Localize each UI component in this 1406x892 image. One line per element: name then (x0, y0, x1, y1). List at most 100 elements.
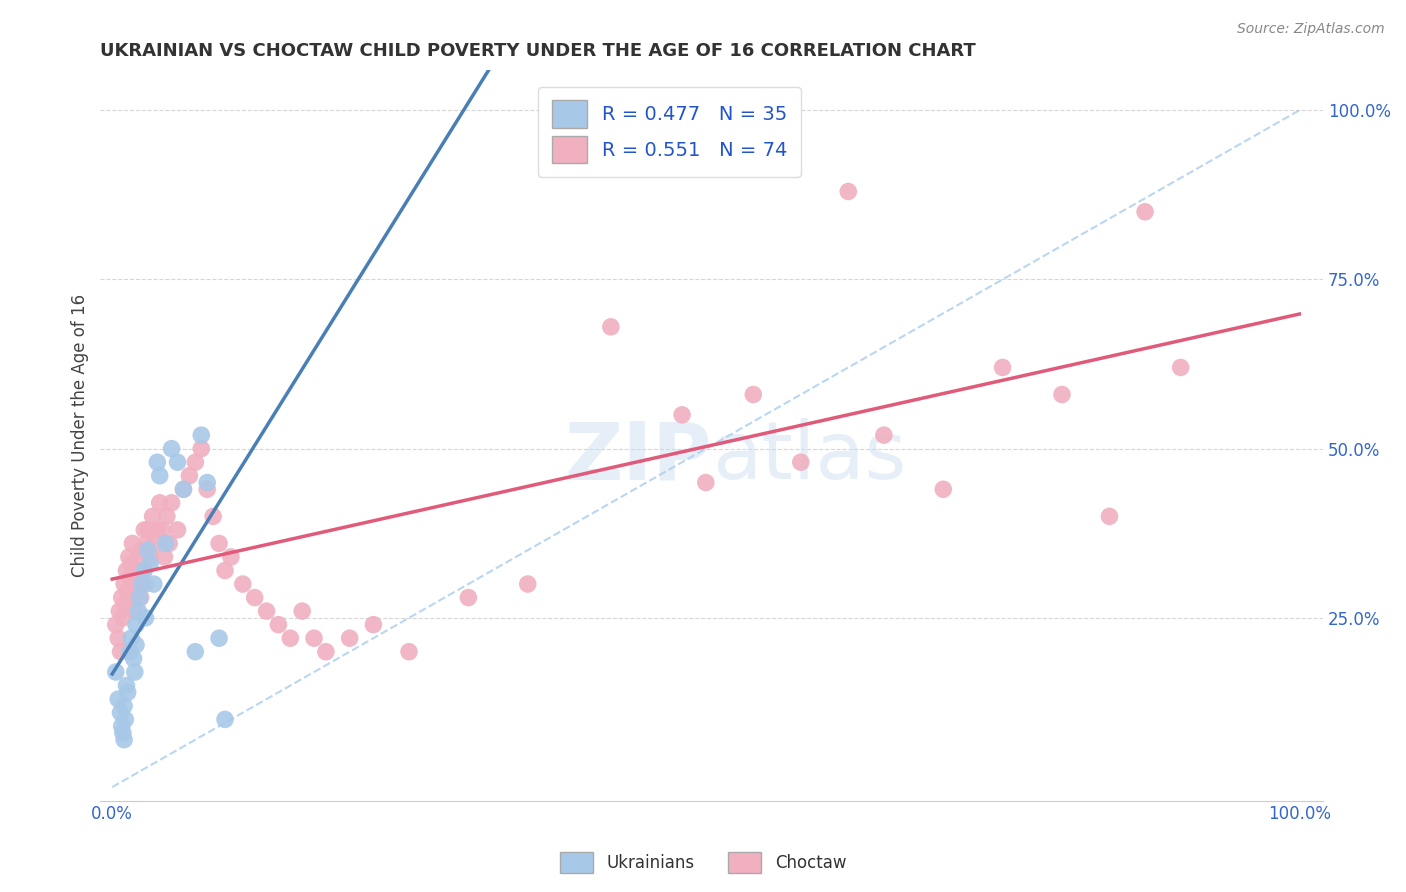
Point (107, 692, 129, 706)
Point (190, 428, 212, 442)
Point (111, 719, 134, 733)
Point (671, 408, 693, 422)
Point (160, 442, 183, 456)
Point (108, 604, 131, 618)
Point (111, 591, 134, 605)
Point (128, 591, 150, 605)
Point (1133, 204, 1156, 219)
Point (166, 455, 188, 469)
Point (991, 360, 1014, 375)
Point (363, 617, 385, 632)
Point (139, 549, 162, 564)
Point (124, 665, 146, 679)
Point (131, 543, 153, 558)
Point (143, 536, 166, 550)
Point (157, 536, 180, 550)
Point (117, 685, 139, 699)
Point (134, 611, 156, 625)
Point (127, 577, 149, 591)
Point (214, 713, 236, 727)
Point (599, 319, 621, 334)
Point (1170, 360, 1192, 375)
Point (118, 645, 141, 659)
Point (179, 468, 201, 483)
Point (155, 536, 177, 550)
Point (114, 713, 136, 727)
Point (134, 577, 156, 591)
Point (125, 638, 148, 652)
Point (208, 536, 231, 550)
Point (166, 523, 188, 537)
Point (1050, 387, 1073, 401)
Point (118, 549, 141, 564)
Point (112, 732, 135, 747)
Point (118, 570, 141, 584)
Point (160, 496, 183, 510)
Point (122, 591, 145, 605)
Point (837, 185, 859, 199)
Point (184, 455, 207, 469)
Point (136, 543, 159, 558)
Point (131, 577, 153, 591)
Point (122, 651, 145, 665)
Point (135, 536, 157, 550)
Point (742, 387, 765, 401)
Point (195, 483, 218, 497)
Text: atlas: atlas (711, 418, 905, 496)
Point (339, 631, 361, 645)
Point (134, 523, 156, 537)
Point (112, 698, 135, 713)
Point (117, 583, 139, 598)
Point (315, 645, 337, 659)
Point (695, 475, 717, 490)
Point (1098, 509, 1121, 524)
Point (172, 483, 194, 497)
Point (172, 483, 194, 497)
Point (112, 577, 135, 591)
Point (190, 442, 212, 456)
Point (142, 509, 165, 524)
Point (136, 523, 159, 537)
Legend: Ukrainians, Choctaw: Ukrainians, Choctaw (553, 846, 853, 880)
Point (932, 483, 955, 497)
Point (125, 564, 148, 578)
Point (129, 591, 152, 605)
Point (267, 617, 290, 632)
Point (302, 631, 325, 645)
Point (195, 475, 218, 490)
Point (398, 645, 420, 659)
Point (219, 549, 242, 564)
Point (120, 631, 142, 645)
Point (214, 564, 236, 578)
Point (790, 455, 813, 469)
Point (146, 455, 169, 469)
Text: Source: ZipAtlas.com: Source: ZipAtlas.com (1237, 22, 1385, 37)
Point (132, 564, 155, 578)
Point (114, 598, 136, 612)
Point (111, 726, 134, 740)
Point (111, 611, 134, 625)
Point (149, 468, 172, 483)
Point (243, 591, 266, 605)
Point (110, 706, 132, 720)
Point (127, 604, 149, 618)
Point (256, 604, 278, 618)
Point (184, 645, 207, 659)
Point (516, 577, 538, 591)
Legend: R = 0.477   N = 35, R = 0.551   N = 74: R = 0.477 N = 35, R = 0.551 N = 74 (538, 87, 801, 177)
Point (127, 549, 149, 564)
Point (232, 577, 254, 591)
Point (156, 509, 179, 524)
Y-axis label: Child Poverty Under the Age of 16: Child Poverty Under the Age of 16 (72, 293, 89, 577)
Point (124, 604, 146, 618)
Point (150, 523, 173, 537)
Point (104, 665, 127, 679)
Point (202, 509, 225, 524)
Point (121, 536, 143, 550)
Point (107, 631, 129, 645)
Point (139, 557, 162, 571)
Text: ZIP: ZIP (564, 418, 711, 496)
Point (104, 617, 127, 632)
Point (120, 557, 142, 571)
Point (134, 564, 156, 578)
